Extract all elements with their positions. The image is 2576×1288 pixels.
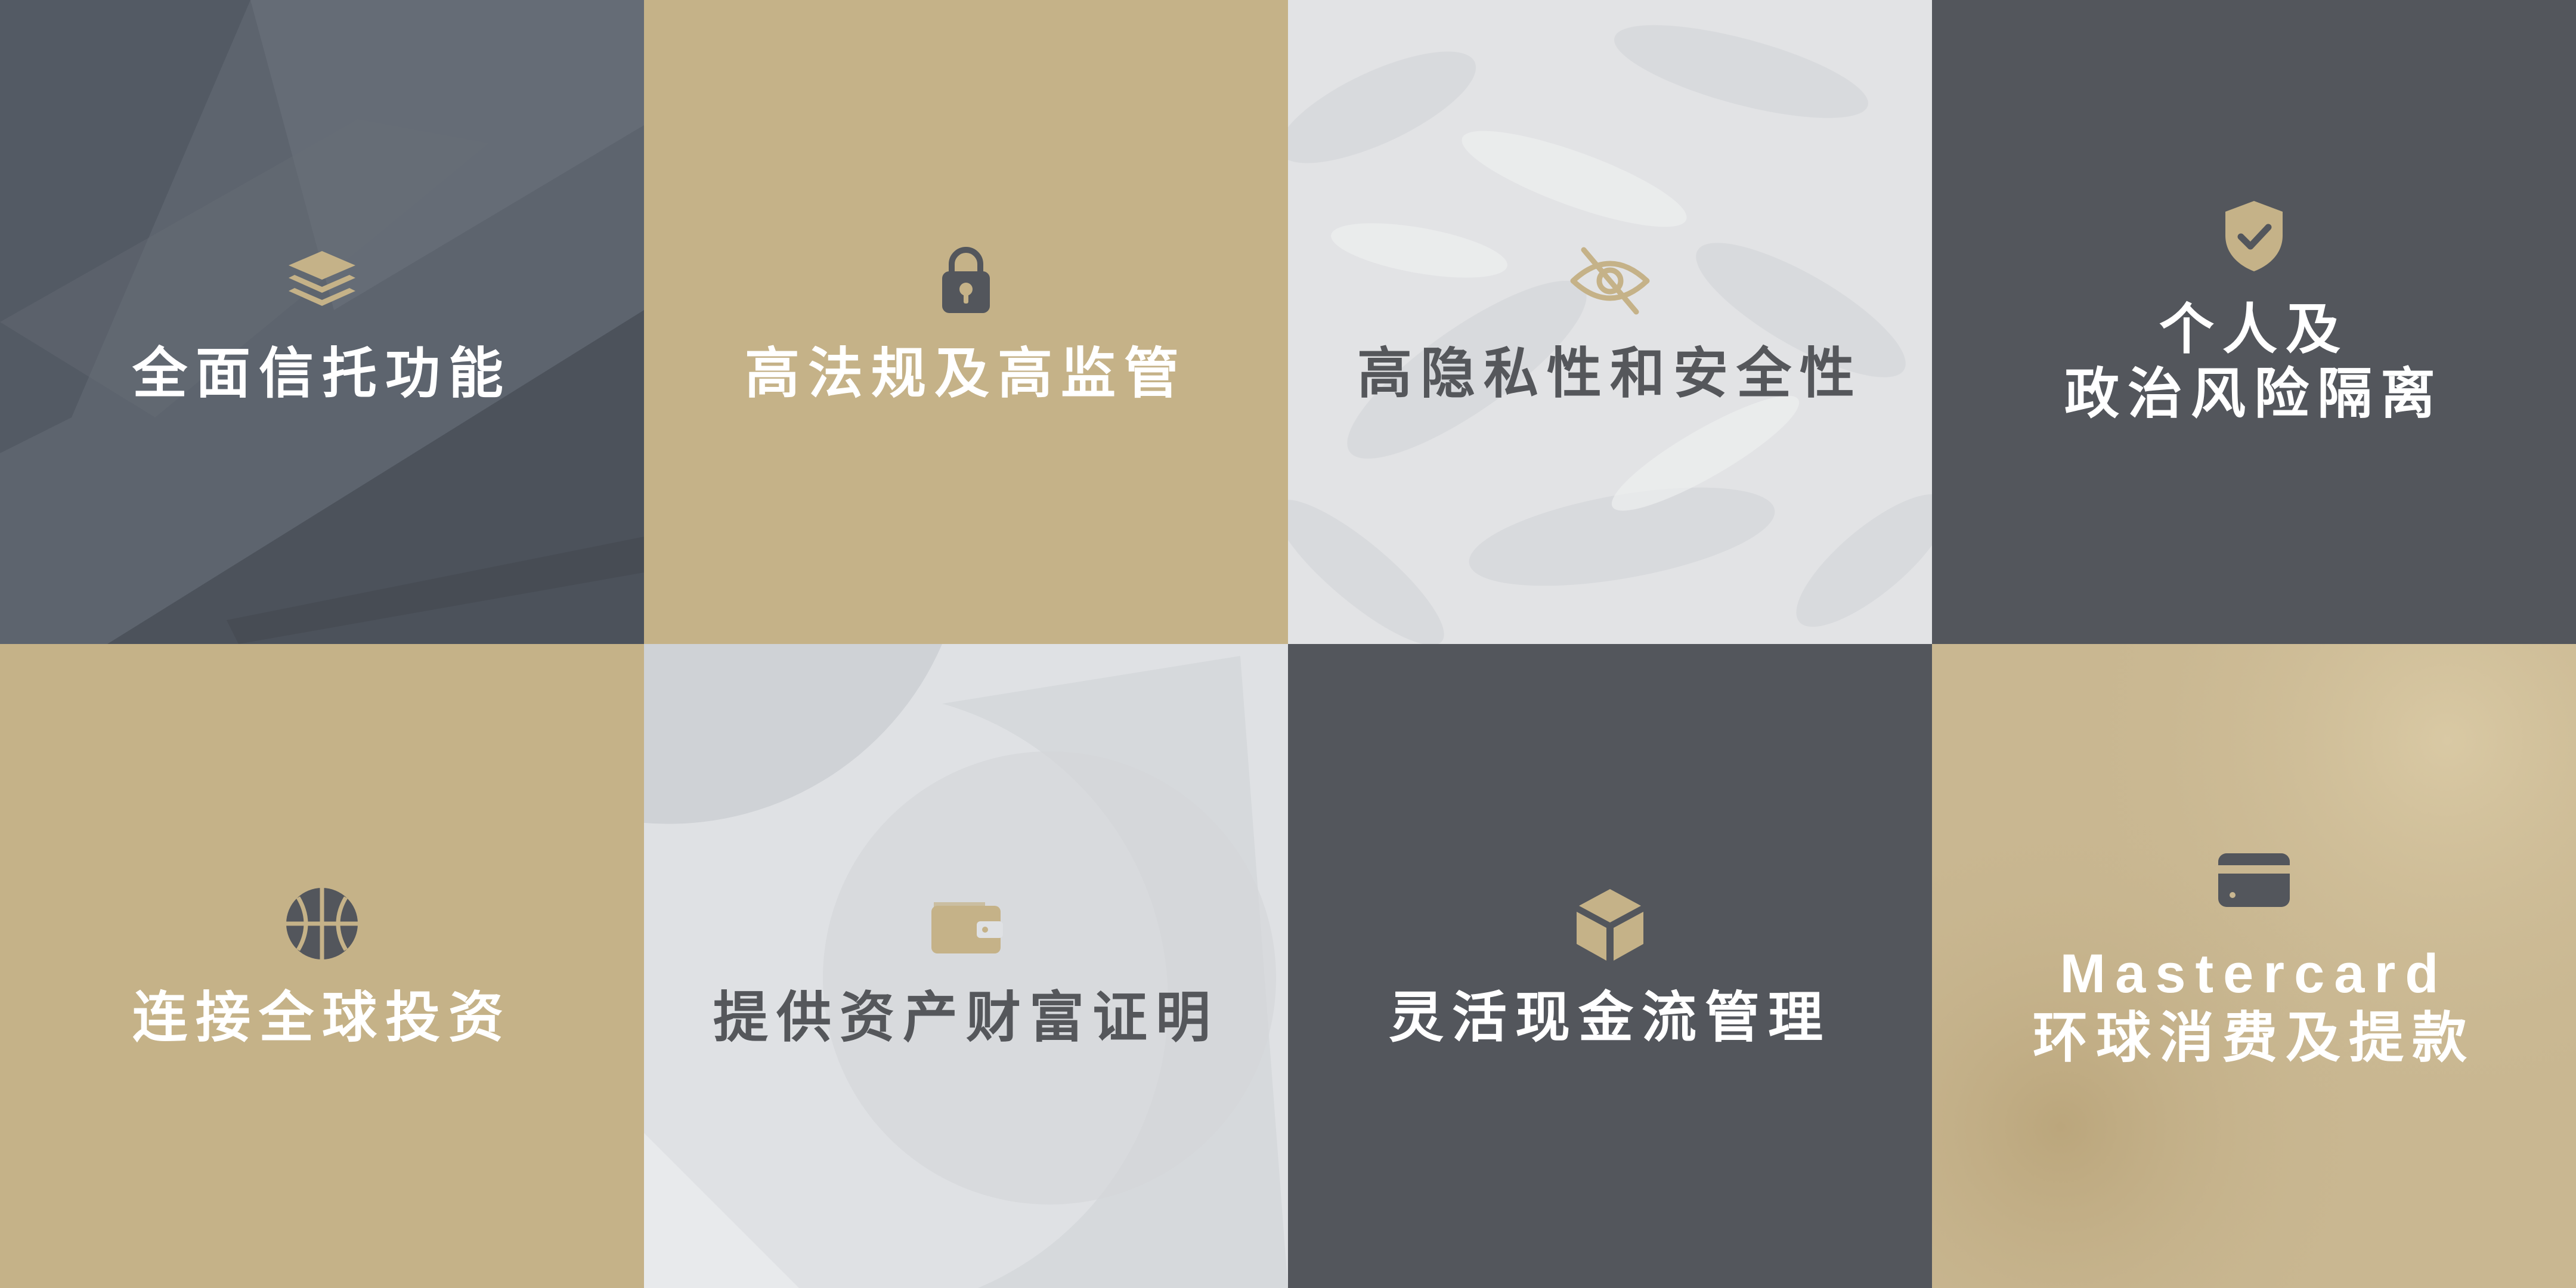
- feature-tile-global-investment: 连接全球投资: [0, 644, 644, 1288]
- feature-label: 提供资产财富证明: [713, 986, 1219, 1050]
- tile-content: 个人及 政治风险隔离: [2064, 194, 2444, 426]
- tile-content: 高隐私性和安全性: [1357, 238, 1863, 406]
- feature-label-line: 连接全球投资: [132, 986, 512, 1049]
- feature-tile-regulation: 高法规及高监管: [644, 0, 1288, 644]
- tile-background: [1932, 0, 2576, 644]
- tile-content: Mastercard 环球消费及提款: [2033, 838, 2475, 1070]
- feature-label: Mastercard 环球消费及提款: [2033, 942, 2475, 1070]
- credit-card-icon: [2212, 838, 2296, 921]
- feature-label-line: 政治风险隔离: [2064, 362, 2444, 426]
- feature-tile-full-trust: 全面信托功能: [0, 0, 644, 644]
- eye-off-icon: [1568, 238, 1652, 321]
- wallet-icon: [924, 882, 1008, 965]
- tile-background: [0, 644, 644, 1288]
- feature-label-line: 个人及: [2159, 298, 2349, 361]
- cube-icon: [1568, 882, 1652, 965]
- lock-icon: [924, 238, 1008, 321]
- feature-label-line: 高隐私性和安全性: [1357, 342, 1863, 405]
- feature-tile-risk-isolation: 个人及 政治风险隔离: [1932, 0, 2576, 644]
- tile-content: 连接全球投资: [132, 882, 512, 1050]
- feature-label: 灵活现金流管理: [1389, 986, 1831, 1050]
- feature-label-line: 提供资产财富证明: [713, 986, 1219, 1049]
- globe-basketball-icon: [280, 882, 364, 965]
- feature-label-line: 全面信托功能: [132, 342, 512, 405]
- feature-label-line: Mastercard: [2060, 943, 2448, 1004]
- tile-background: [0, 0, 644, 644]
- feature-tile-privacy: 高隐私性和安全性: [1288, 0, 1932, 644]
- tile-content: 灵活现金流管理: [1389, 882, 1831, 1050]
- shield-check-icon: [2212, 194, 2296, 277]
- tile-background: [644, 644, 1288, 1288]
- feature-tile-cash-flow: 灵活现金流管理: [1288, 644, 1932, 1288]
- feature-label: 高隐私性和安全性: [1357, 342, 1863, 406]
- tile-content: 高法规及高监管: [745, 238, 1187, 406]
- tile-content: 提供资产财富证明: [713, 882, 1219, 1050]
- tile-background: [644, 0, 1288, 644]
- feature-label: 个人及 政治风险隔离: [2064, 298, 2444, 426]
- feature-label: 全面信托功能: [132, 342, 512, 406]
- feature-label-line: 灵活现金流管理: [1388, 986, 1831, 1049]
- feature-label: 连接全球投资: [132, 986, 512, 1050]
- feature-label: 高法规及高监管: [745, 342, 1187, 406]
- tile-background: [1288, 0, 1932, 644]
- feature-tile-mastercard: Mastercard 环球消费及提款: [1932, 644, 2576, 1288]
- feature-tile-wealth-proof: 提供资产财富证明: [644, 644, 1288, 1288]
- feature-label-line: 环球消费及提款: [2032, 1006, 2475, 1070]
- tile-content: 全面信托功能: [132, 238, 512, 406]
- feature-label-line: 高法规及高监管: [744, 342, 1187, 405]
- tile-background: [1288, 644, 1932, 1288]
- tile-background: [1932, 644, 2576, 1288]
- layers-icon: [280, 238, 364, 321]
